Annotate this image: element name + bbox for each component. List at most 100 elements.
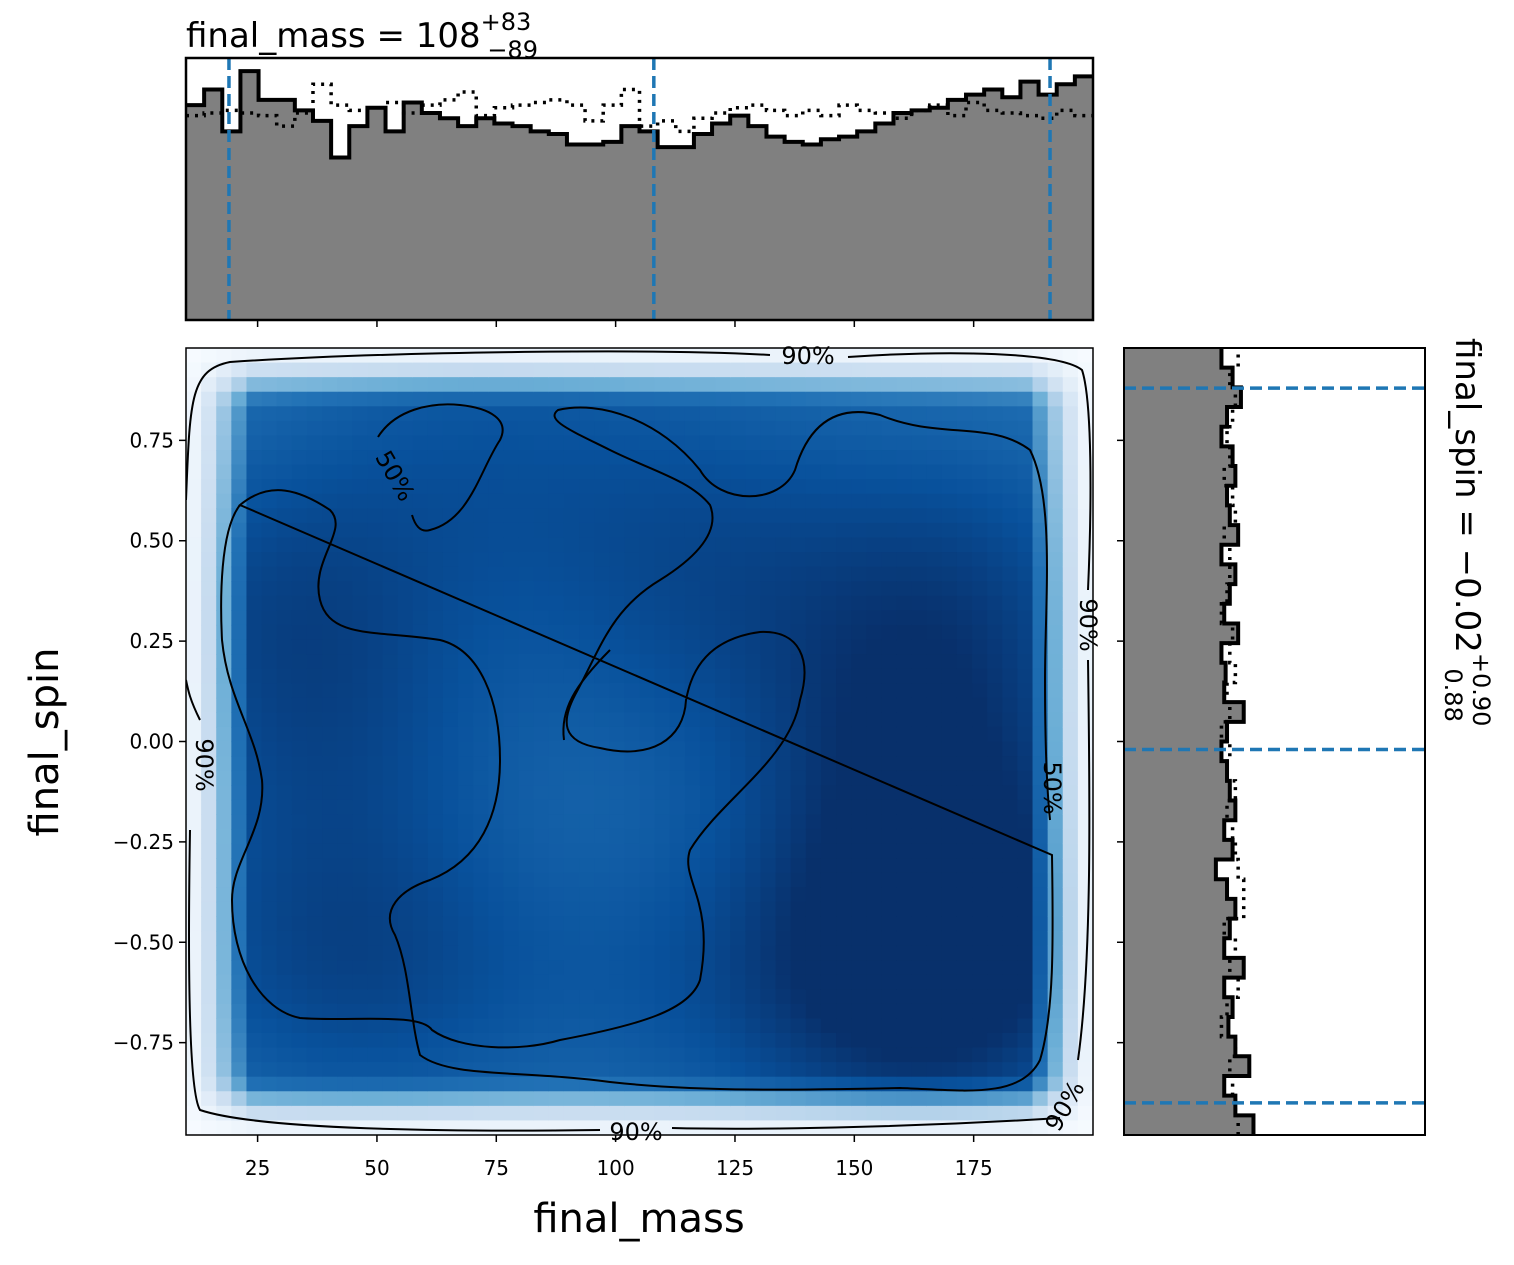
heatmap-cell	[1002, 595, 1019, 611]
heatmap-cell	[488, 624, 505, 641]
heatmap-cell	[1062, 639, 1079, 655]
heatmap-cell	[1047, 1120, 1064, 1135]
heatmap-cell	[760, 1091, 777, 1107]
heatmap-cell	[261, 785, 278, 801]
heatmap-cell	[851, 960, 867, 976]
heatmap-cell	[261, 974, 278, 990]
heatmap-cell	[820, 522, 837, 539]
heatmap-cell	[730, 537, 746, 553]
heatmap-cell	[987, 1003, 1003, 1020]
heatmap-cell	[246, 1018, 263, 1034]
heatmap-cell	[775, 858, 792, 874]
heatmap-cell	[201, 406, 217, 422]
heatmap-cell	[669, 450, 686, 466]
heatmap-cell	[926, 756, 943, 772]
heatmap-cell	[458, 348, 474, 364]
heatmap-cell	[291, 770, 308, 786]
heatmap-cell	[684, 814, 701, 830]
heatmap-cell	[337, 756, 353, 772]
heatmap-cell	[820, 974, 837, 990]
heatmap-cell	[533, 916, 550, 932]
heatmap-cell	[956, 639, 973, 655]
heatmap-cell	[352, 1076, 368, 1092]
heatmap-cell	[427, 668, 444, 684]
heatmap-cell	[488, 639, 505, 655]
heatmap-cell	[1032, 391, 1049, 407]
heatmap-cell	[654, 872, 671, 888]
heatmap-cell	[201, 960, 217, 976]
heatmap-cell	[654, 595, 671, 611]
heatmap-cell	[941, 391, 958, 407]
heatmap-cell	[972, 595, 988, 611]
heatmap-cell	[790, 814, 807, 830]
heatmap-cell	[745, 668, 762, 684]
heatmap-cell	[866, 1105, 882, 1122]
heatmap-cell	[246, 1091, 263, 1107]
heatmap-cell	[1032, 843, 1049, 859]
heatmap-cell	[352, 770, 368, 786]
heatmap-cell	[548, 726, 565, 743]
heatmap-cell	[987, 624, 1003, 641]
heatmap-cell	[1047, 726, 1064, 743]
heatmap-cell	[896, 858, 913, 874]
heatmap-cell	[579, 1047, 595, 1063]
heatmap-cell	[503, 362, 520, 378]
heatmap-cell	[820, 464, 837, 480]
heatmap-cell	[851, 916, 867, 932]
heatmap-cell	[715, 741, 731, 757]
heatmap-cell	[609, 639, 625, 655]
heatmap-cell	[684, 639, 701, 655]
heatmap-cell	[911, 1091, 928, 1107]
heatmap-cell	[760, 960, 777, 976]
heatmap-cell	[911, 756, 928, 772]
heatmap-cell	[805, 930, 822, 947]
heatmap-cell	[790, 974, 807, 990]
heatmap-cell	[805, 450, 822, 466]
heatmap-cell	[866, 464, 882, 480]
heatmap-cell	[563, 595, 580, 611]
heatmap-cell	[186, 1091, 202, 1107]
heatmap-cell	[427, 945, 444, 961]
heatmap-cell	[684, 654, 701, 670]
heatmap-cell	[518, 1003, 535, 1020]
heatmap-cell	[261, 741, 278, 757]
heatmap-cell	[367, 960, 384, 976]
heatmap-cell	[503, 1076, 520, 1092]
heatmap-cell	[972, 916, 988, 932]
heatmap-cell	[851, 872, 867, 888]
heatmap-cell	[1032, 1091, 1049, 1107]
right-y-ticks	[1117, 439, 1124, 1044]
heatmap-cell	[503, 450, 520, 466]
heatmap-cell	[261, 814, 278, 830]
heatmap-cell	[231, 435, 248, 451]
heatmap-cell	[866, 697, 882, 713]
heatmap-cell	[624, 901, 641, 917]
heatmap-cell	[473, 916, 489, 932]
heatmap-cell	[1032, 916, 1049, 932]
heatmap-cell	[896, 654, 913, 670]
heatmap-cell	[1077, 552, 1093, 568]
heatmap-cell	[306, 828, 323, 845]
heatmap-cell	[231, 741, 248, 757]
heatmap-cell	[669, 858, 686, 874]
heatmap-cell	[820, 420, 837, 437]
heatmap-cell	[866, 595, 882, 611]
heatmap-cell	[201, 479, 217, 495]
heatmap-cell	[518, 420, 535, 437]
heatmap-cell	[533, 1047, 550, 1063]
heatmap-cell	[186, 537, 202, 553]
heatmap-cell	[972, 581, 988, 597]
heatmap-cell	[261, 522, 278, 539]
heatmap-cell	[503, 814, 520, 830]
heatmap-cell	[896, 712, 913, 728]
heatmap-cell	[201, 639, 217, 655]
heatmap-cell	[639, 595, 656, 611]
heatmap-cell	[412, 1120, 429, 1135]
heatmap-cell	[669, 1032, 686, 1049]
heatmap-cell	[624, 581, 641, 597]
heatmap-cell	[639, 785, 656, 801]
heatmap-cell	[609, 814, 625, 830]
heatmap-cell	[1032, 348, 1049, 364]
heatmap-cell	[594, 872, 610, 888]
heatmap-cell	[1062, 348, 1079, 364]
